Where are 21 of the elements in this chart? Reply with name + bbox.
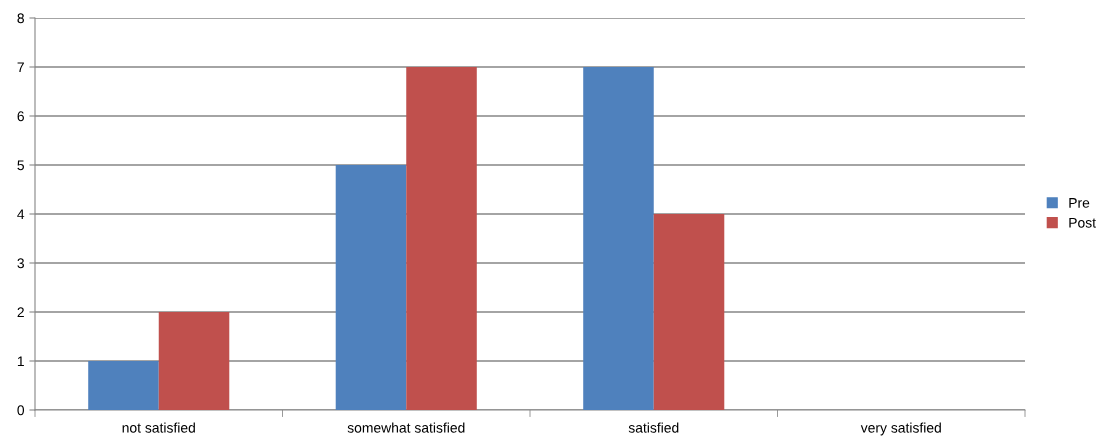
y-tick-label: 6 (17, 111, 24, 122)
x-tick-label: somewhat satisfied (347, 422, 465, 433)
y-tick-label: 8 (17, 13, 24, 24)
y-tick-label: 2 (17, 307, 24, 318)
x-tick-label: not satisfied (122, 422, 195, 433)
x-tick-label: satisfied (628, 422, 679, 433)
legend-label: Pre (1069, 198, 1090, 208)
bar (335, 165, 407, 410)
y-tick-label: 5 (17, 160, 24, 171)
y-tick-label: 4 (17, 209, 25, 220)
bar (653, 214, 725, 410)
bar (583, 67, 654, 410)
y-tick-label: 1 (17, 356, 24, 367)
x-tick-label: very satisfied (860, 422, 941, 436)
legend-label: Post (1069, 217, 1096, 228)
bar (406, 67, 477, 410)
bar (88, 361, 159, 410)
y-tick-label: 0 (17, 405, 25, 416)
y-tick-label: 3 (17, 258, 24, 269)
bar (158, 312, 230, 410)
y-tick-label: 7 (17, 62, 24, 73)
